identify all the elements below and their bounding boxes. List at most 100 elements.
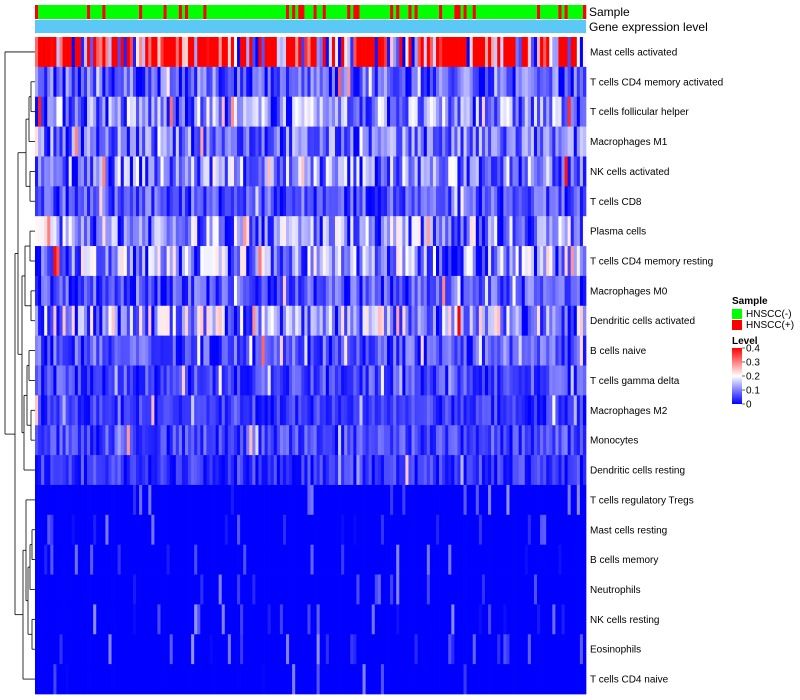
heatmap-cell	[319, 275, 324, 307]
heatmap-cell	[74, 664, 79, 695]
heatmap-cell	[362, 604, 366, 635]
heatmap-cell	[506, 395, 510, 426]
heatmap-cell	[579, 305, 584, 336]
heatmap-cell	[558, 335, 562, 366]
heatmap-cell	[436, 455, 440, 486]
heatmap-cell	[488, 455, 492, 486]
heatmap-cell	[178, 37, 183, 68]
heatmap-cell	[267, 126, 272, 157]
heatmap-cell	[111, 37, 115, 68]
sample-annotation-cell	[120, 5, 125, 19]
heatmap-cell	[154, 275, 158, 307]
heatmap-cell	[481, 604, 486, 635]
heatmap-cell	[561, 216, 565, 247]
heatmap-cell	[169, 156, 174, 187]
heatmap-cell	[310, 604, 314, 635]
heatmap-cell	[200, 216, 204, 247]
heatmap-cell	[475, 216, 480, 247]
heatmap-cell	[44, 425, 48, 456]
heatmap-cell	[549, 634, 553, 665]
sample-annotation-cell	[105, 5, 109, 19]
heatmap-cell	[573, 37, 578, 68]
heatmap-cell	[347, 544, 351, 575]
heatmap-cell	[383, 574, 388, 605]
heatmap-cell	[157, 514, 161, 546]
heatmap-cell	[380, 574, 385, 605]
heatmap-cell	[129, 664, 134, 695]
heatmap-cell	[356, 425, 360, 456]
heatmap-cell	[233, 66, 238, 98]
heatmap-cell	[258, 514, 262, 546]
heatmap-cell	[87, 66, 91, 98]
heatmap-cell	[429, 514, 434, 546]
heatmap-cell	[331, 514, 336, 546]
heatmap-cell	[276, 186, 281, 217]
heatmap-cell	[390, 544, 394, 575]
heatmap-cell	[420, 66, 425, 98]
heatmap-cell	[546, 455, 550, 486]
heatmap-cell	[524, 156, 529, 187]
heatmap-cell	[347, 425, 351, 456]
heatmap-cell	[108, 425, 112, 456]
heatmap-cell	[145, 574, 149, 605]
heatmap-cell	[558, 186, 562, 217]
heatmap-cell	[123, 305, 128, 336]
heatmap-cell	[426, 484, 431, 516]
heatmap-cell	[347, 96, 351, 127]
heatmap-cell	[191, 604, 195, 635]
heatmap-cell	[436, 664, 440, 695]
heatmap-cell	[246, 96, 250, 127]
heatmap-cell	[35, 544, 39, 575]
heatmap-cell	[255, 66, 259, 98]
heatmap-cell	[218, 126, 223, 157]
heatmap-cell	[454, 246, 458, 277]
heatmap-cell	[478, 604, 483, 635]
heatmap-cell	[368, 365, 373, 396]
sample-annotation-cell	[117, 5, 122, 19]
heatmap-cell	[439, 455, 443, 486]
heatmap-cell	[319, 544, 324, 575]
heatmap-cell	[41, 126, 45, 157]
heatmap-cell	[65, 395, 70, 426]
heatmap-cell	[154, 484, 158, 516]
heatmap-cell	[322, 425, 327, 456]
sample-annotation-cell	[243, 5, 247, 19]
heatmap-cell	[276, 275, 281, 307]
heatmap-cell	[362, 246, 366, 277]
heatmap-cell	[105, 275, 109, 307]
heatmap-cell	[255, 574, 259, 605]
heatmap-cell	[142, 275, 146, 307]
heatmap-cell	[237, 126, 241, 157]
heatmap-cell	[221, 514, 226, 546]
heatmap-cell	[71, 37, 76, 68]
heatmap-cell	[537, 96, 541, 127]
heatmap-cell	[264, 275, 268, 307]
heatmap-cell	[267, 604, 272, 635]
heatmap-cell	[68, 484, 73, 516]
heatmap-cell	[564, 514, 568, 546]
heatmap-cell	[132, 365, 137, 396]
heatmap-cell	[552, 365, 556, 396]
heatmap-cell	[555, 246, 559, 277]
heatmap-cell	[194, 395, 198, 426]
heatmap-cell	[463, 365, 467, 396]
heatmap-cell	[579, 246, 584, 277]
heatmap-cell	[573, 365, 578, 396]
sample-annotation-cell	[576, 5, 581, 19]
heatmap-cell	[126, 455, 131, 486]
heatmap-cell	[506, 126, 510, 157]
heatmap-cell	[212, 395, 216, 426]
heatmap-cell	[157, 664, 161, 695]
heatmap-cell	[497, 395, 501, 426]
heatmap-cell	[362, 395, 366, 426]
heatmap-cell	[387, 156, 391, 187]
heatmap-cell	[374, 604, 379, 635]
heatmap-cell	[117, 514, 122, 546]
heatmap-cell	[432, 96, 437, 127]
heatmap-cell	[240, 365, 244, 396]
heatmap-cell	[304, 126, 308, 157]
heatmap-cell	[191, 305, 195, 336]
heatmap-cell	[570, 216, 575, 247]
sample-annotation-cell	[344, 5, 348, 19]
heatmap-cell	[276, 455, 281, 486]
